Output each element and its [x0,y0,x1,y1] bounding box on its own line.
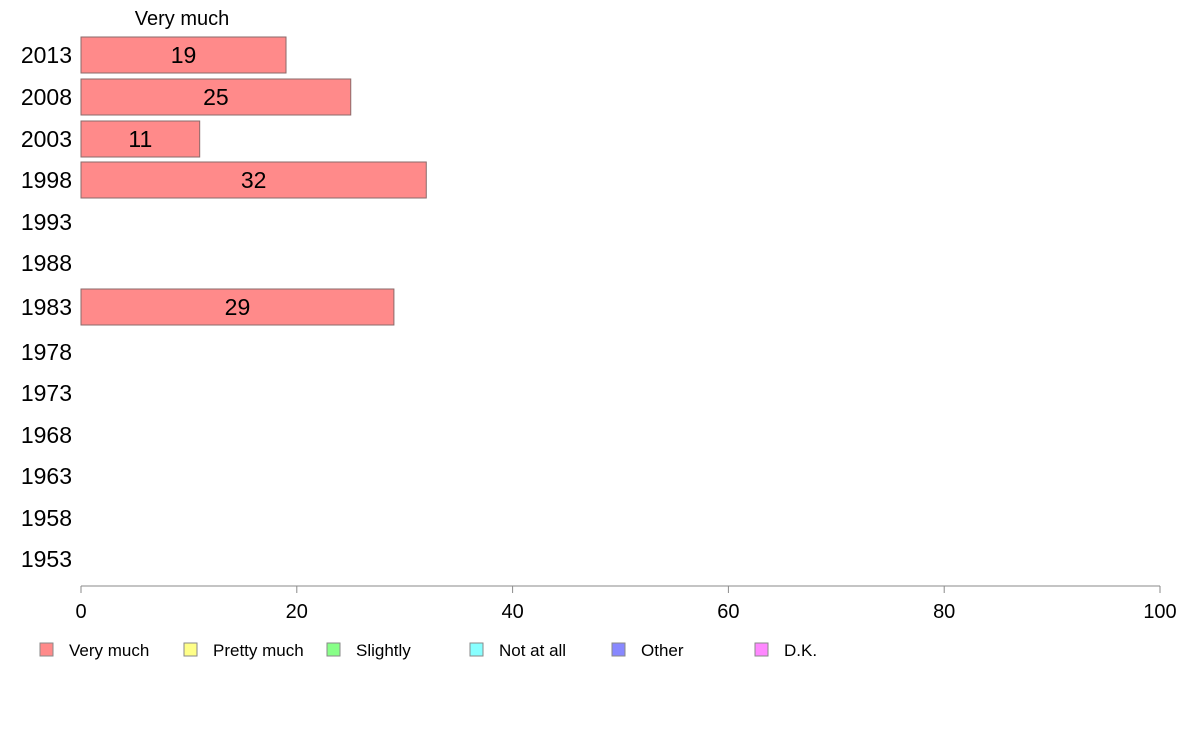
legend-label: Very much [69,641,149,660]
bar-value-label: 11 [128,126,152,152]
x-tick-label: 80 [933,601,955,623]
category-label: 1998 [21,167,72,193]
bar-group [80,36,427,326]
category-labels: 2013 2008 2003 1998 1993 1988 1983 1978 1973 1968… [21,42,72,572]
x-tick-label: 60 [717,601,739,623]
legend-swatch [39,642,54,657]
legend-label: Pretty much [213,641,304,660]
bar [80,120,201,158]
legend-label: D.K. [784,641,817,660]
legend: Very much Pretty much Slightly Not at all Ot… [39,641,817,660]
legend-swatch [326,642,341,657]
bar [80,78,352,116]
bar [80,161,427,199]
category-label: 2003 [21,126,72,152]
category-label: 1978 [21,339,72,365]
legend-swatch [611,642,626,657]
bar [80,288,395,326]
bar-value-label: 25 [203,84,229,110]
legend-label: Slightly [356,641,411,660]
bar-value-label: 19 [171,42,197,68]
category-label: 1958 [21,505,72,531]
legend-label: Other [641,641,684,660]
category-label: 1968 [21,422,72,448]
category-label: 1953 [21,546,72,572]
x-tick-label: 40 [501,601,523,623]
category-label: 1988 [21,250,72,276]
legend-label: Not at all [499,641,566,660]
series-header-label: Very much [135,8,229,30]
x-tick-label: 100 [1143,601,1176,623]
legend-swatch [183,642,198,657]
category-label: 1963 [21,463,72,489]
category-label: 1983 [21,294,72,320]
x-axis: 0 20 40 60 80 100 [75,585,1177,623]
category-label: 1973 [21,380,72,406]
bar-value-label: 32 [241,167,267,193]
bar-value-label: 29 [225,294,251,320]
bar [80,36,287,74]
x-tick-label: 0 [75,601,86,623]
category-label: 2013 [21,42,72,68]
category-label: 1993 [21,209,72,235]
legend-swatch [754,642,769,657]
x-tick-label: 20 [286,601,308,623]
category-label: 2008 [21,84,72,110]
legend-swatch [469,642,484,657]
